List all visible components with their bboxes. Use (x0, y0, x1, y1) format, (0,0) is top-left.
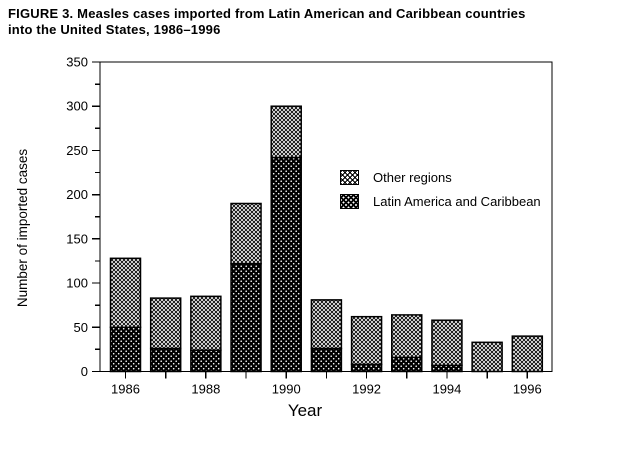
y-tick-label: 300 (66, 99, 88, 114)
bar-segment-other-regions-1995 (471, 341, 503, 373)
bar-segment-latin-america-1990 (270, 156, 302, 373)
other-regions-swatch-icon (340, 170, 359, 185)
bar-segment-other-regions-1987 (149, 297, 182, 350)
bar-segment-latin-america-1988 (190, 349, 222, 373)
bar-segment-other-regions-1992 (350, 315, 383, 366)
bar-segment-latin-america-1987 (149, 347, 182, 373)
y-axis-title: Number of imported cases (15, 149, 30, 308)
y-tick-label: 200 (66, 187, 88, 202)
legend: Other regions Latin America and Caribbea… (340, 170, 541, 218)
bars-layer (109, 105, 544, 373)
figure-title-line1: FIGURE 3. Measles cases imported from La… (8, 6, 526, 21)
x-tick-label: 1986 (111, 382, 140, 397)
figure-title: FIGURE 3. Measles cases imported from La… (8, 6, 608, 38)
y-tick-label: 150 (66, 231, 88, 246)
bar-segment-other-regions-1994 (431, 319, 463, 367)
bar-segment-other-regions-1993 (391, 314, 423, 359)
y-tick-label: 100 (66, 276, 88, 291)
legend-label-latin-america: Latin America and Caribbean (373, 194, 541, 209)
x-tick-label: 1990 (272, 382, 301, 397)
latin-america-swatch-icon (340, 194, 359, 209)
bar-segment-latin-america-1989 (230, 262, 262, 373)
bar-segment-latin-america-1986 (109, 326, 142, 373)
bar-segment-latin-america-1993 (391, 356, 423, 373)
axis-titles: Year Number of imported cases (15, 149, 323, 420)
axes-layer: 0 50 100 150 200 250 300 350 1986 1988 1990 1992 199… (66, 55, 541, 397)
bar-segment-latin-america-1994 (431, 364, 463, 373)
y-tick-label: 0 (81, 364, 88, 379)
y-tick-label: 50 (74, 320, 88, 335)
legend-item-latin-america: Latin America and Caribbean (340, 194, 541, 209)
bar-segment-other-regions-1990 (270, 105, 302, 159)
y-tick-label: 250 (66, 143, 88, 158)
bar-segment-latin-america-1991 (310, 347, 343, 373)
figure-title-line2: into the United States, 1986–1996 (8, 22, 221, 37)
legend-item-other-regions: Other regions (340, 170, 541, 185)
x-tick-label: 1996 (513, 382, 542, 397)
bar-segment-other-regions-1996 (511, 335, 544, 373)
x-axis-title: Year (288, 401, 323, 420)
x-tick-label: 1988 (191, 382, 220, 397)
bar-segment-other-regions-1988 (190, 295, 222, 352)
x-tick-label: 1992 (352, 382, 381, 397)
bar-segment-other-regions-1991 (310, 299, 343, 350)
x-tick-label: 1994 (432, 382, 461, 397)
bar-segment-other-regions-1989 (230, 202, 262, 265)
bar-segment-latin-america-1992 (350, 363, 383, 373)
bar-segment-other-regions-1986 (109, 257, 142, 329)
legend-label-other-regions: Other regions (373, 170, 452, 185)
y-tick-label: 350 (66, 55, 88, 70)
